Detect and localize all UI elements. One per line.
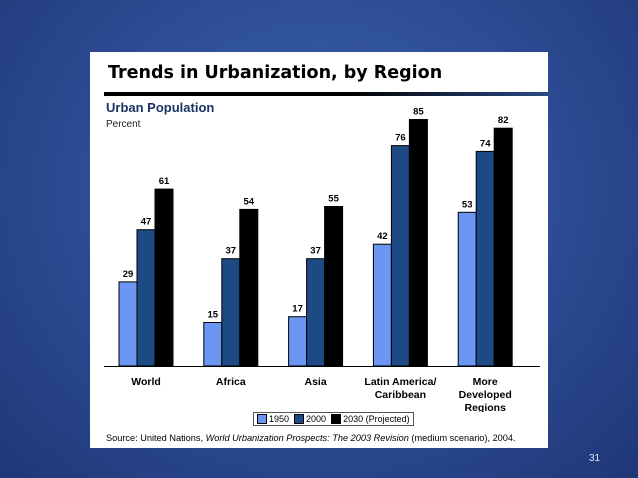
bar-2000-2 [306, 258, 326, 367]
legend-label-2000: 2000 [306, 414, 327, 424]
category-label-line: Regions [464, 402, 506, 412]
data-label-2030-3: 85 [413, 107, 424, 118]
data-label-2000-2: 37 [310, 246, 321, 257]
legend-swatch-2000 [294, 414, 305, 424]
data-label-2000-3: 76 [395, 133, 406, 144]
y-axis-label: Percent [106, 119, 141, 130]
bar-2030-4 [493, 127, 513, 367]
bar-1950-3 [372, 243, 392, 367]
source-title: World Urbanization Prospects: The 2003 R… [205, 433, 409, 443]
bar-1950-1 [203, 322, 223, 367]
bar-1950-0 [118, 281, 138, 367]
category-label-line: Latin America/ [364, 376, 436, 388]
bar-2030-2 [324, 206, 344, 367]
data-label-1950-3: 42 [377, 231, 388, 242]
data-label-1950-4: 53 [462, 199, 473, 210]
category-label-4: More Developed Regions [459, 376, 512, 412]
bar-2030-0 [154, 188, 174, 367]
category-label-2: Asia [305, 376, 327, 388]
source-suffix: (medium scenario), 2004. [408, 433, 516, 443]
data-label-1950-2: 17 [292, 304, 303, 315]
category-label-0: World [131, 376, 161, 388]
category-label-line: Asia [305, 376, 327, 388]
category-label-line: More [473, 376, 498, 388]
data-label-1950-1: 15 [208, 310, 219, 321]
bar-1950-4 [457, 211, 477, 367]
bar-2000-0 [136, 229, 156, 367]
bar-2000-3 [390, 145, 410, 367]
legend-swatch-1950 [257, 414, 267, 424]
category-label-1: Africa [216, 376, 246, 388]
data-label-2000-1: 37 [226, 246, 237, 257]
data-label-1950-0: 29 [123, 269, 134, 280]
legend-label-1950: 1950 [269, 414, 290, 424]
bar-2000-1 [221, 258, 241, 367]
data-label-2030-4: 82 [498, 115, 509, 126]
data-label-2030-0: 61 [159, 176, 170, 187]
bar-chart: 29 47 61 World 15 37 54 Africa 17 37 55 Asia 42 76 85 L… [104, 107, 540, 412]
category-label-line: Africa [216, 376, 246, 388]
data-label-2030-2: 55 [328, 194, 339, 205]
chart-panel: Trends in Urbanization, by Region Urban … [90, 52, 548, 448]
bar-2030-3 [408, 119, 428, 367]
chart-title: Trends in Urbanization, by Region [108, 63, 443, 83]
chart-legend: 1950 2000 2030 (Projected) [253, 412, 414, 426]
category-label-3: Latin America/Caribbean [364, 376, 436, 401]
title-divider [104, 92, 548, 96]
legend-item-2000: 2000 [294, 414, 326, 424]
bar-2030-1 [239, 208, 259, 367]
source-note: Source: United Nations, World Urbanizati… [106, 433, 516, 443]
data-label-2030-1: 54 [244, 196, 255, 207]
category-label-line: Developed [459, 389, 512, 401]
category-label-line: World [131, 376, 161, 388]
slide-page-number: 31 [589, 453, 601, 464]
data-label-2000-4: 74 [480, 138, 491, 149]
bar-2000-4 [475, 150, 495, 367]
legend-item-2030: 2030 (Projected) [331, 414, 410, 424]
data-label-2000-0: 47 [141, 217, 152, 228]
legend-item-1950: 1950 [257, 414, 289, 424]
bar-1950-2 [288, 316, 308, 367]
legend-swatch-2030 [331, 414, 342, 424]
chart-subtitle: Urban Population [106, 100, 215, 115]
legend-label-2030: 2030 (Projected) [343, 414, 410, 424]
source-prefix: Source: United Nations, [106, 433, 206, 443]
category-label-line: Caribbean [375, 389, 426, 401]
